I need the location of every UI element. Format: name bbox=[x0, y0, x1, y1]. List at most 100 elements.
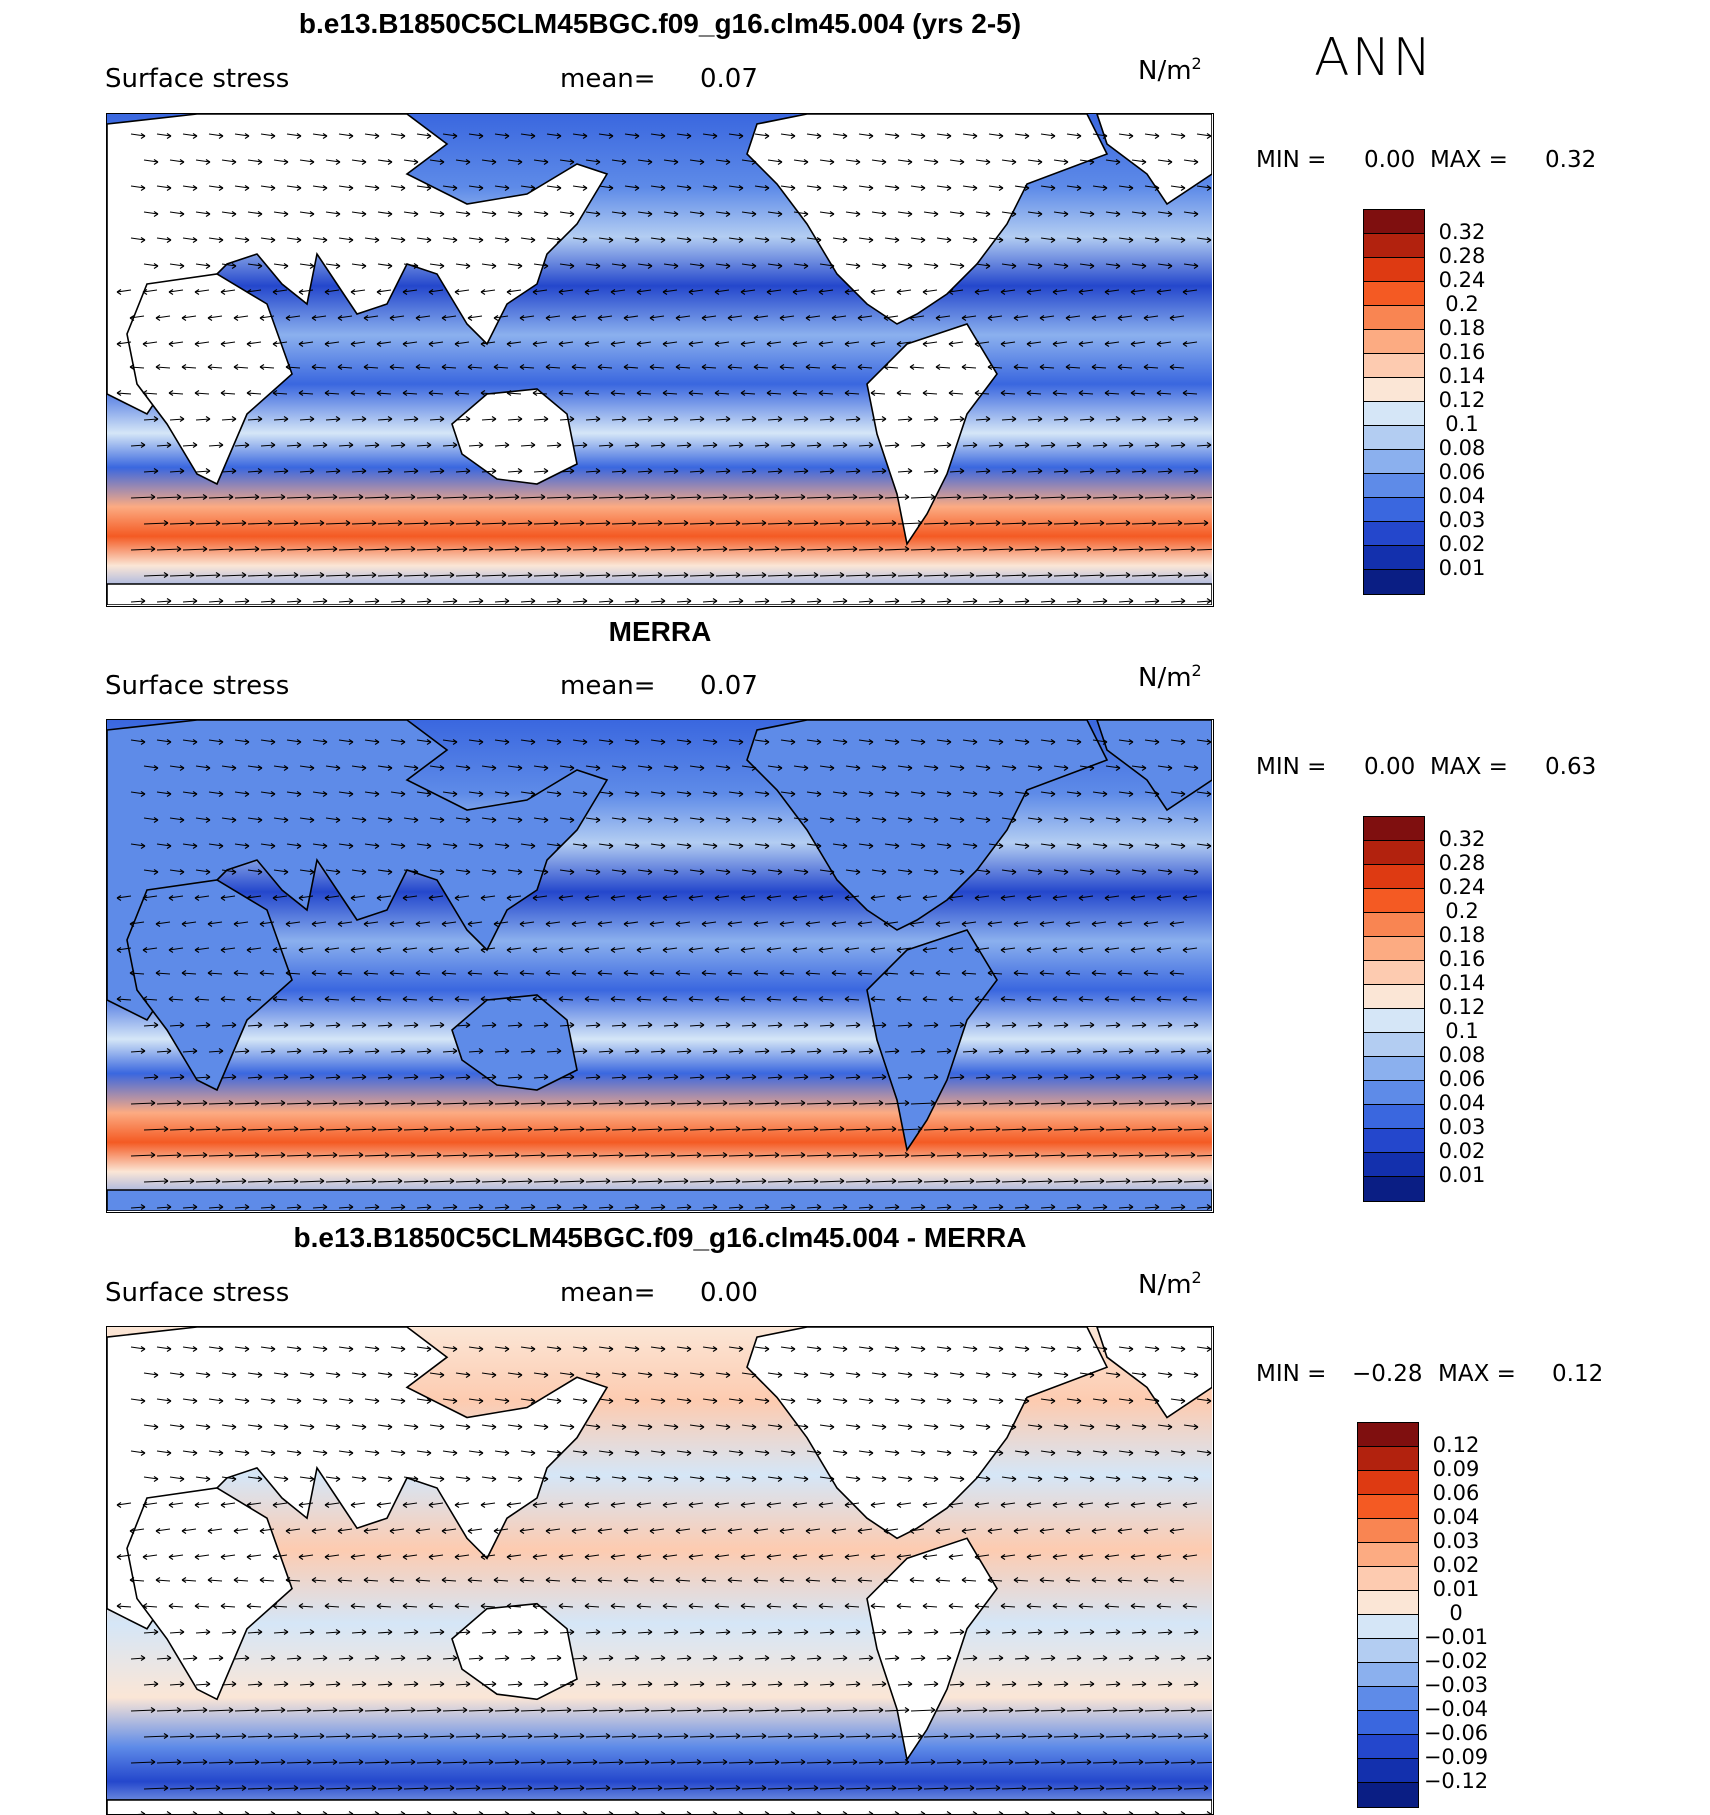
wind-arrow bbox=[975, 263, 991, 267]
wind-arrow bbox=[845, 1076, 861, 1079]
wind-arrow bbox=[572, 1709, 598, 1712]
wind-arrow bbox=[311, 366, 327, 369]
wind-arrowhead bbox=[296, 185, 302, 191]
wind-arrowhead bbox=[1206, 1811, 1212, 1814]
wind-arrowhead bbox=[816, 1346, 822, 1352]
wind-arrowhead bbox=[985, 869, 991, 875]
wind-arrow bbox=[962, 843, 978, 847]
wind-arrowhead bbox=[153, 765, 159, 771]
wind-arrow bbox=[1013, 1579, 1029, 1582]
wind-arrow bbox=[975, 1424, 991, 1428]
wind-arrowhead bbox=[387, 211, 393, 217]
wind-arrowhead bbox=[283, 1424, 289, 1430]
wind-arrowhead bbox=[478, 1450, 484, 1456]
wind-arrowhead bbox=[582, 791, 588, 797]
wind-arrow bbox=[754, 1709, 780, 1712]
wind-arrow bbox=[858, 600, 874, 603]
wind-arrowhead bbox=[179, 468, 185, 474]
wind-arrow bbox=[155, 1528, 171, 1532]
wind-arrow bbox=[1052, 341, 1068, 345]
wind-arrow bbox=[1026, 1605, 1042, 1608]
colorbar-swatch bbox=[1358, 1639, 1418, 1663]
wind-arrow bbox=[559, 1683, 575, 1686]
wind-arrowhead bbox=[400, 1655, 406, 1661]
wind-arrowhead bbox=[740, 1603, 746, 1609]
wind-arrow bbox=[766, 392, 782, 395]
wind-arrow bbox=[221, 1128, 247, 1131]
wind-arrow bbox=[922, 947, 938, 951]
wind-arrow bbox=[910, 444, 926, 447]
wind-arrowhead bbox=[634, 791, 640, 797]
wind-arrow bbox=[780, 1154, 806, 1157]
wind-arrowhead bbox=[571, 1577, 577, 1583]
wind-arrow bbox=[663, 1180, 689, 1183]
wind-arrowhead bbox=[1141, 1424, 1147, 1430]
wind-arrowhead bbox=[1164, 1707, 1170, 1713]
wind-arrow bbox=[416, 1346, 432, 1350]
wind-arrow bbox=[129, 1579, 145, 1582]
wind-arrow bbox=[962, 1657, 978, 1660]
wind-arrowhead bbox=[605, 1178, 611, 1184]
wind-arrow bbox=[1000, 341, 1016, 345]
wind-arrowhead bbox=[1141, 263, 1147, 269]
wind-arrow bbox=[1196, 548, 1212, 551]
wind-arrowhead bbox=[1141, 1629, 1147, 1635]
wind-arrowhead bbox=[231, 1629, 237, 1635]
wind-arrowhead bbox=[192, 843, 198, 849]
wind-arrow bbox=[246, 1554, 262, 1558]
wind-arrowhead bbox=[842, 1346, 848, 1352]
wind-arrow bbox=[143, 263, 159, 267]
wind-arrow bbox=[363, 972, 379, 975]
wind-arrowhead bbox=[543, 1074, 549, 1080]
wind-arrowhead bbox=[569, 263, 575, 269]
wind-arrowhead bbox=[296, 237, 302, 243]
wind-arrow bbox=[1001, 1735, 1027, 1738]
wind-arrowhead bbox=[896, 390, 902, 396]
wind-arrowhead bbox=[998, 843, 1004, 849]
wind-arrow bbox=[767, 263, 783, 267]
wind-arrow bbox=[507, 1424, 523, 1428]
wind-arrow bbox=[376, 1605, 392, 1608]
wind-arrow bbox=[377, 817, 393, 821]
wind-arrowhead bbox=[636, 341, 642, 347]
wind-arrow bbox=[702, 444, 718, 447]
wind-arrowhead bbox=[1073, 572, 1079, 578]
wind-arrowhead bbox=[933, 1424, 939, 1430]
wind-arrow bbox=[845, 869, 861, 873]
wind-arrow bbox=[481, 1683, 497, 1686]
wind-arrow bbox=[975, 1631, 991, 1634]
wind-arrow bbox=[987, 315, 1003, 319]
wind-arrowhead bbox=[644, 1707, 650, 1713]
wind-arrowhead bbox=[441, 1577, 447, 1583]
wind-arrowhead bbox=[1167, 1681, 1173, 1687]
wind-arrowhead bbox=[1193, 416, 1199, 422]
wind-arrow bbox=[377, 1424, 393, 1428]
wind-arrow bbox=[572, 1657, 588, 1660]
colorbar-tick-label: −0.04 bbox=[1423, 1697, 1489, 1721]
wind-arrowhead bbox=[779, 315, 785, 321]
wind-arrowhead bbox=[376, 289, 382, 295]
wind-arrowhead bbox=[907, 869, 913, 875]
wind-arrowhead bbox=[727, 1577, 733, 1583]
wind-arrow bbox=[221, 159, 237, 163]
wind-arrowhead bbox=[608, 1204, 614, 1210]
wind-arrow bbox=[338, 237, 354, 241]
wind-arrowhead bbox=[946, 1204, 952, 1210]
wind-arrow bbox=[207, 972, 223, 975]
wind-arrow bbox=[233, 315, 249, 319]
wind-arrowhead bbox=[751, 1022, 757, 1028]
wind-arrowhead bbox=[207, 315, 213, 321]
wind-arrow bbox=[338, 496, 364, 499]
wind-arrowhead bbox=[1052, 390, 1058, 396]
wind-arrow bbox=[260, 1761, 286, 1764]
wind-arrowhead bbox=[140, 1450, 146, 1456]
wind-arrowhead bbox=[584, 1603, 590, 1609]
wind-arrow bbox=[169, 1683, 185, 1686]
wind-arrowhead bbox=[363, 1528, 369, 1534]
wind-arrow bbox=[649, 366, 665, 369]
wind-arrow bbox=[819, 1476, 835, 1480]
wind-arrowhead bbox=[1063, 817, 1069, 823]
wind-arrow bbox=[142, 947, 158, 951]
wind-arrow bbox=[818, 1554, 834, 1558]
wind-arrowhead bbox=[647, 1372, 653, 1378]
